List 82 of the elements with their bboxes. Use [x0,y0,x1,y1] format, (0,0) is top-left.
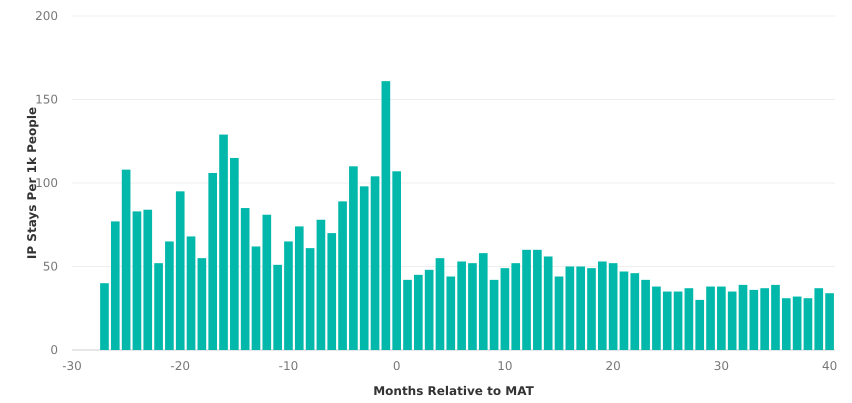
bar [436,258,444,350]
bar [252,246,260,350]
x-tick-label: 0 [392,359,400,373]
bar [500,268,510,350]
bar [414,274,423,350]
bar [392,171,402,350]
bar [294,226,304,350]
bar [186,236,196,350]
bar [468,263,477,350]
bar [338,201,347,350]
bar [695,300,704,350]
bar [804,298,812,350]
x-tick-label: 30 [714,359,729,373]
bar [370,176,380,350]
bar [262,214,272,350]
bar [608,263,618,350]
bar [662,292,672,350]
x-tick-label: 40 [822,359,838,373]
bar [771,284,780,350]
bar [230,158,239,350]
bar [240,208,250,350]
x-tick-label: 20 [605,359,621,373]
bar [219,134,228,350]
y-tick-label: 0 [50,343,58,358]
x-tick-label: -20 [170,359,190,373]
bar [306,248,314,350]
bar [652,286,661,350]
bar [522,250,531,350]
bar [132,211,142,350]
bar [566,266,574,350]
bar [674,292,682,350]
bar [154,263,163,350]
bar [457,261,466,350]
bar [478,253,488,350]
bar [273,264,282,350]
bar [825,293,834,350]
bar [403,280,412,350]
bar [760,288,769,350]
y-tick-label: 50 [42,260,58,274]
bar [122,170,130,350]
bar [382,81,390,350]
bar [598,261,607,350]
bar [684,288,694,350]
bar [284,241,293,350]
bar [814,288,824,350]
bar [208,172,218,350]
bar [620,272,628,350]
bar [511,263,520,350]
bar [782,298,791,350]
bar [630,273,640,350]
bar [717,286,726,350]
bar [576,266,585,350]
bar [176,191,185,350]
bar [587,268,596,350]
bar [750,290,758,350]
bar [641,280,650,350]
bar [100,283,109,350]
bar [165,241,174,350]
bar [490,280,498,350]
x-tick-label: 10 [497,359,513,373]
bar [424,270,434,350]
bar [728,292,737,350]
bar [198,258,206,350]
x-tick-label: -10 [278,359,298,373]
x-axis-title: Months Relative to MAT [373,384,535,398]
bar [533,250,542,350]
x-tick-label: -30 [62,359,82,373]
bar [360,186,369,350]
bar [349,166,358,350]
bar [316,220,326,350]
bar [110,221,120,350]
y-tick-label: 100 [35,176,58,190]
y-tick-label: 150 [35,92,58,107]
bar [706,286,715,350]
bar [446,276,456,350]
bar [554,276,564,350]
bar [327,233,336,350]
bar [143,210,152,350]
bar [738,284,748,350]
bar [792,296,802,350]
y-tick-label: 200 [35,9,58,24]
bar [544,256,553,350]
